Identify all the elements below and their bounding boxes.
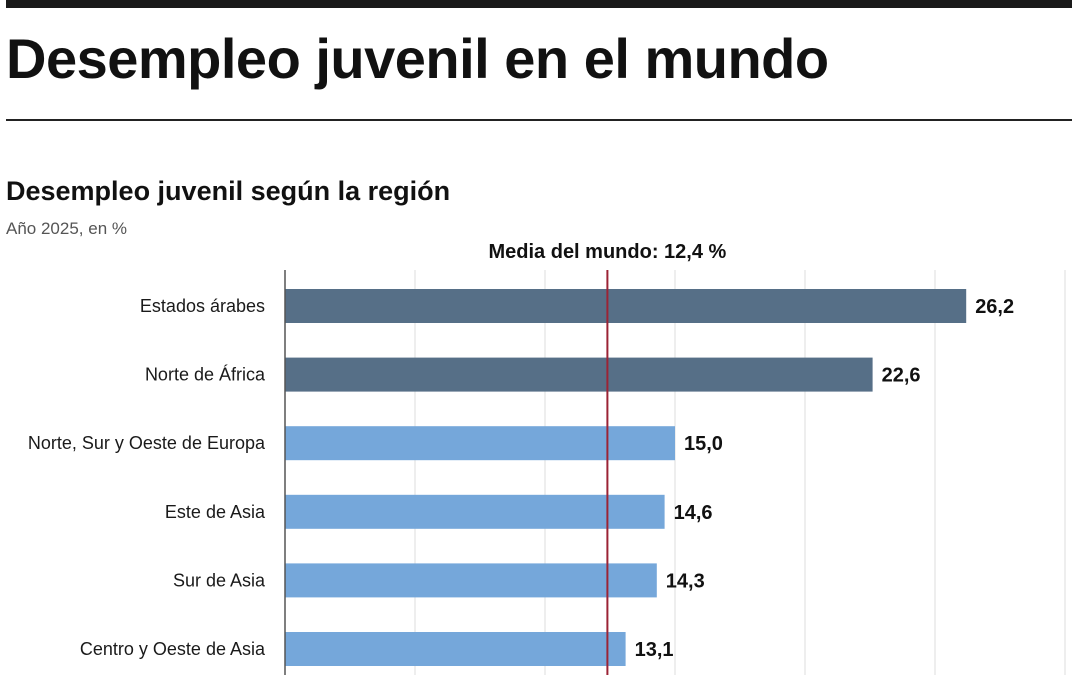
value-label: 26,2	[975, 296, 1014, 318]
bar	[285, 632, 626, 666]
chart-title: Desempleo juvenil según la región	[6, 176, 451, 206]
category-label: Norte de África	[145, 365, 266, 385]
value-label: 14,6	[674, 502, 713, 524]
top-rule	[6, 0, 1072, 8]
category-label: Norte, Sur y Oeste de Europa	[28, 433, 266, 453]
page-title: Desempleo juvenil en el mundo	[6, 27, 829, 90]
category-label: Este de Asia	[165, 502, 266, 522]
bar	[285, 426, 675, 461]
bar	[285, 563, 657, 598]
title-divider	[6, 119, 1072, 121]
chart-subtitle: Año 2025, en %	[6, 219, 127, 238]
category-label: Centro y Oeste de Asia	[80, 639, 266, 659]
category-label: Sur de Asia	[173, 570, 266, 590]
bar	[285, 289, 967, 323]
bar	[285, 357, 873, 392]
value-label: 14,3	[666, 570, 705, 592]
bar	[285, 494, 665, 529]
value-label: 22,6	[882, 365, 921, 387]
category-label: Estados árabes	[140, 296, 265, 316]
value-label: 13,1	[635, 639, 674, 661]
value-label: 15,0	[684, 433, 723, 455]
world-mean-label: Media del mundo: 12,4 %	[488, 241, 726, 263]
